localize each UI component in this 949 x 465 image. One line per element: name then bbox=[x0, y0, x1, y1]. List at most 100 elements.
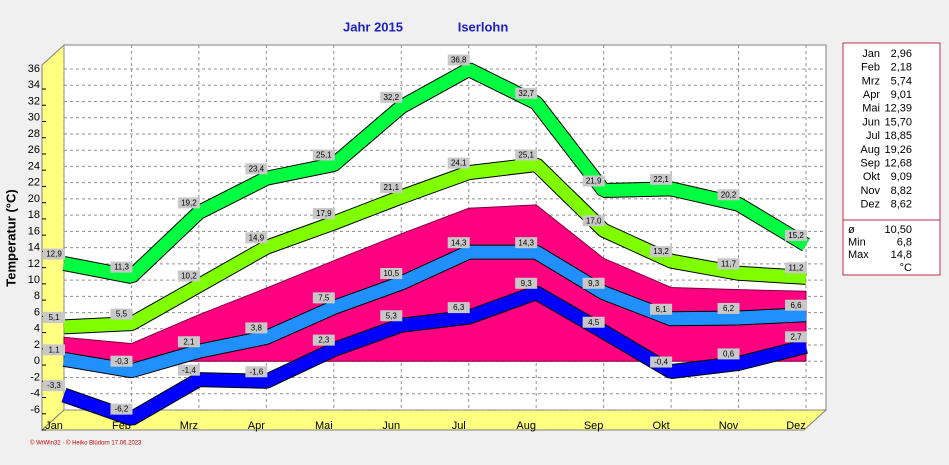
value-label-box bbox=[785, 299, 807, 311]
value-label: 14,3 bbox=[518, 238, 534, 247]
y-tick-label: 34 bbox=[28, 79, 40, 91]
value-label: 25,1 bbox=[518, 151, 534, 160]
value-label-box bbox=[177, 270, 200, 282]
value-label-box bbox=[312, 207, 335, 219]
value-label: 25,1 bbox=[316, 151, 332, 160]
value-label: -1,6 bbox=[249, 367, 263, 376]
value-label: 0,6 bbox=[723, 350, 735, 359]
value-label: 15,2 bbox=[788, 231, 804, 240]
y-tick-label: 4 bbox=[34, 323, 40, 335]
table-month: Aug bbox=[860, 144, 880, 156]
value-label-box bbox=[582, 277, 605, 289]
y-tick-label: 28 bbox=[28, 128, 40, 140]
value-label-box bbox=[717, 189, 740, 201]
table-month: Mrz bbox=[862, 75, 880, 87]
y-tick-label: 36 bbox=[28, 63, 40, 75]
value-label: 20,2 bbox=[721, 190, 737, 199]
location: Iserlohn bbox=[458, 19, 509, 34]
x-tick-label: Jul bbox=[452, 420, 466, 432]
x-tick-label: Mai bbox=[315, 420, 333, 432]
value-label-box bbox=[110, 308, 133, 320]
value-label: 10,2 bbox=[181, 272, 197, 281]
table-month: Jul bbox=[866, 130, 880, 142]
x-tick-label: Dez bbox=[786, 420, 806, 432]
stat-label: Min bbox=[848, 236, 866, 248]
value-label-box bbox=[582, 316, 605, 328]
stat-value: 6,8 bbox=[897, 236, 912, 248]
value-label-box bbox=[43, 344, 65, 356]
chart-title: Jahr 2015 bbox=[343, 19, 403, 34]
value-label: 12,9 bbox=[46, 250, 62, 259]
x-tick-label: Sep bbox=[584, 420, 604, 432]
table-value: 15,70 bbox=[884, 116, 912, 128]
y-tick-label: 10 bbox=[28, 274, 40, 286]
y-tick-label: 2 bbox=[34, 339, 40, 351]
value-label: 32,7 bbox=[518, 89, 534, 98]
value-label: 17,9 bbox=[316, 209, 332, 218]
value-label: 21,9 bbox=[586, 177, 602, 186]
value-label: 11,2 bbox=[789, 263, 805, 272]
value-label: 23,4 bbox=[249, 164, 265, 173]
value-label-box bbox=[245, 366, 268, 378]
table-value: 2,18 bbox=[891, 62, 912, 74]
value-label-box bbox=[177, 364, 200, 376]
value-label: 21,1 bbox=[383, 183, 399, 192]
value-label-box bbox=[650, 356, 673, 368]
value-label: 11,3 bbox=[114, 263, 130, 272]
table-month: Sep bbox=[860, 158, 880, 170]
table-month: Nov bbox=[860, 185, 880, 197]
y-tick-label: 18 bbox=[28, 209, 40, 221]
value-label-box bbox=[717, 258, 740, 270]
table-value: 9,09 bbox=[891, 171, 912, 183]
value-label-box bbox=[650, 173, 673, 185]
value-label: -1,4 bbox=[182, 366, 196, 375]
y-tick-label: 12 bbox=[28, 258, 40, 270]
y-tick-label: 22 bbox=[28, 177, 40, 189]
value-label: 6,1 bbox=[656, 305, 668, 314]
value-label-box bbox=[515, 149, 538, 161]
value-label-box bbox=[582, 175, 605, 187]
value-label: 22,1 bbox=[653, 175, 669, 184]
floor bbox=[40, 409, 828, 431]
value-label: -0,3 bbox=[115, 357, 129, 366]
value-label-box bbox=[110, 355, 133, 367]
table-month: Feb bbox=[861, 62, 880, 74]
value-label-box bbox=[43, 380, 65, 392]
y-tick-label: 14 bbox=[28, 242, 40, 254]
x-tick-label: Jun bbox=[382, 420, 400, 432]
y-tick-label: 6 bbox=[34, 306, 40, 318]
value-label-box bbox=[110, 403, 133, 415]
y-tick-label: -2 bbox=[30, 371, 40, 383]
y-tick-label: 20 bbox=[28, 193, 40, 205]
value-label: 6,6 bbox=[790, 301, 802, 310]
value-label-box bbox=[380, 91, 403, 103]
value-label-box bbox=[43, 248, 65, 260]
stat-value: 10,50 bbox=[884, 224, 912, 236]
table-value: 8,82 bbox=[891, 185, 912, 197]
value-label: 6,2 bbox=[723, 304, 735, 313]
value-label: 4,5 bbox=[588, 318, 600, 327]
table-month: Apr bbox=[863, 89, 880, 101]
ribbon bbox=[62, 63, 810, 283]
value-label: -0,4 bbox=[654, 358, 668, 367]
table-value: 19,26 bbox=[884, 144, 912, 156]
y-axis-title: Temperatur (°C) bbox=[3, 189, 18, 286]
value-label-box bbox=[380, 181, 403, 193]
value-label: 5,3 bbox=[386, 311, 398, 320]
x-tick-label: Mrz bbox=[180, 420, 198, 432]
value-label: 9,3 bbox=[588, 279, 600, 288]
value-label-box bbox=[447, 54, 470, 66]
value-label: 6,3 bbox=[453, 303, 465, 312]
stat-value: 14,8 bbox=[891, 249, 912, 261]
value-label: -6,2 bbox=[115, 405, 129, 414]
value-label: 17,0 bbox=[586, 216, 602, 225]
value-label: 9,3 bbox=[521, 279, 533, 288]
ribbon bbox=[61, 286, 808, 425]
y-tick-label: 0 bbox=[34, 355, 40, 367]
value-label-box bbox=[177, 197, 200, 209]
table-value: 9,01 bbox=[891, 89, 912, 101]
y-tick-label: -4 bbox=[30, 388, 40, 400]
table-month: Jun bbox=[862, 116, 880, 128]
table-value: 2,96 bbox=[891, 48, 912, 60]
